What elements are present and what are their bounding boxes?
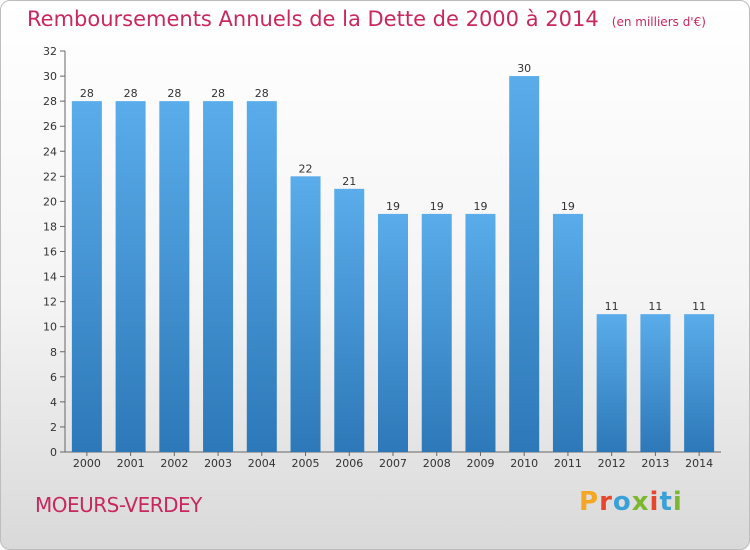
data-label-2003: 28 (211, 87, 225, 100)
y-tick-label: 20 (43, 195, 57, 208)
bar-2009 (465, 213, 496, 452)
bar-2002 (159, 101, 190, 452)
bar-2010 (509, 76, 540, 452)
bar-2005 (290, 176, 321, 452)
data-label-2005: 22 (299, 162, 313, 175)
x-tick-label: 2005 (292, 457, 320, 470)
data-label-2002: 28 (167, 87, 181, 100)
bar-2006 (334, 188, 365, 452)
logo-letter: i (649, 487, 660, 517)
x-tick-label: 2008 (423, 457, 451, 470)
y-tick-label: 22 (43, 170, 57, 183)
bar-2012 (596, 314, 627, 452)
bar-2008 (421, 213, 452, 452)
data-label-2013: 11 (648, 300, 662, 313)
y-tick-label: 24 (43, 145, 57, 158)
data-label-2008: 19 (430, 200, 444, 213)
bar-2014 (684, 314, 715, 452)
x-tick-label: 2002 (160, 457, 188, 470)
place-name: MOEURS-VERDEY (35, 493, 202, 517)
y-tick-label: 8 (50, 346, 57, 359)
y-tick-label: 26 (43, 120, 57, 133)
logo-letter: P (579, 487, 600, 517)
chart-title: Remboursements Annuels de la Dette de 20… (27, 7, 599, 31)
bar-2011 (552, 213, 583, 452)
y-tick-label: 0 (50, 446, 57, 459)
logo-letter: x (631, 487, 650, 517)
data-label-2004: 28 (255, 87, 269, 100)
data-label-2000: 28 (80, 87, 94, 100)
y-tick-label: 10 (43, 321, 57, 334)
x-tick-label: 2007 (379, 457, 407, 470)
logo-letter: r (599, 487, 613, 517)
data-label-2001: 28 (124, 87, 138, 100)
x-tick-label: 2014 (685, 457, 713, 470)
x-tick-label: 2010 (510, 457, 538, 470)
x-tick-label: 2001 (117, 457, 145, 470)
x-tick-label: 2004 (248, 457, 276, 470)
y-tick-label: 14 (43, 271, 57, 284)
bar-2007 (378, 213, 408, 452)
logo-letter: i (672, 487, 683, 517)
bar-2003 (203, 101, 234, 452)
x-tick-label: 2013 (641, 457, 669, 470)
bars (71, 76, 715, 452)
y-tick-label: 4 (50, 396, 57, 409)
x-tick-label: 2003 (204, 457, 232, 470)
y-tick-label: 2 (50, 421, 57, 434)
chart-title-row: Remboursements Annuels de la Dette de 20… (27, 7, 706, 31)
data-label-2012: 11 (605, 300, 619, 313)
y-tick-label: 28 (43, 95, 57, 108)
y-tick-label: 32 (43, 45, 57, 58)
chart-subtitle: (en milliers d'€) (611, 15, 706, 29)
y-tick-label: 6 (50, 371, 57, 384)
logo-letter: t (659, 487, 673, 517)
data-label-2007: 19 (386, 200, 400, 213)
y-tick-label: 16 (43, 246, 57, 259)
bar-2001 (115, 101, 146, 452)
data-label-2009: 19 (473, 200, 487, 213)
x-tick-label: 2006 (335, 457, 363, 470)
proxiti-logo: Proxiti (579, 487, 683, 517)
x-tick-label: 2000 (73, 457, 101, 470)
x-tick-label: 2012 (598, 457, 626, 470)
data-label-2010: 30 (517, 62, 531, 75)
data-labels: 28 28 28 28 28 22 21 19 19 19 30 19 11 11 11 (80, 62, 706, 313)
data-label-2006: 21 (342, 175, 356, 188)
data-label-2014: 11 (692, 300, 706, 313)
data-label-2011: 19 (561, 200, 575, 213)
bar-2013 (640, 314, 671, 452)
y-tick-label: 30 (43, 70, 57, 83)
x-tick-label: 2011 (554, 457, 582, 470)
y-tick-label: 18 (43, 220, 57, 233)
bar-2000 (71, 101, 102, 452)
logo-letter: o (612, 487, 632, 517)
y-tick-label: 12 (43, 296, 57, 309)
bar-2004 (246, 101, 277, 452)
x-tick-label: 2009 (466, 457, 494, 470)
